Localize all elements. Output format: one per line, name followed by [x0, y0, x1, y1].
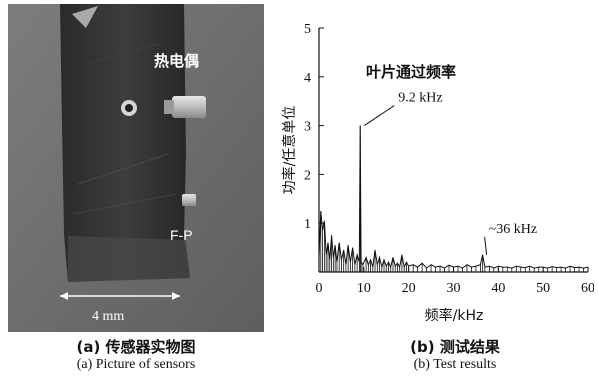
chart-series	[318, 125, 589, 272]
sensor-photo-panel: 热电偶 F-P 4 mm	[8, 4, 264, 332]
annotation-leader	[363, 105, 395, 127]
caption-a-en: (a) Picture of sensors	[76, 357, 196, 372]
blade-highlight	[72, 6, 98, 28]
thermocouple-label: 热电偶	[154, 52, 199, 70]
blade-body	[60, 4, 190, 282]
thermocouple-pin	[172, 96, 206, 118]
caption-b: (b) 测试结果 (b) Test results	[320, 338, 590, 374]
x-tick-label: 20	[402, 281, 416, 296]
chart-annotations: 9.2 kHz ~36 kHz	[363, 91, 537, 255]
blade-lower-edge	[68, 236, 190, 282]
y-tick-label: 1	[304, 217, 311, 232]
spectrum-series-line	[318, 125, 589, 270]
x-tick-label: 60	[581, 281, 594, 296]
caption-b-en: (b) Test results	[413, 357, 497, 372]
caption-b-cn: (b) 测试结果	[410, 338, 500, 356]
annotation-leader	[484, 236, 488, 255]
fp-sensor-pin	[182, 194, 196, 206]
x-tick-label: 0	[316, 281, 323, 296]
y-tick-label: 2	[304, 168, 311, 183]
chart-xlabel: 频率/kHz	[425, 307, 484, 324]
x-tick-label: 50	[536, 281, 550, 296]
caption-a: (a) 传感器实物图 (a) Picture of sensors	[8, 338, 264, 374]
chart-ylabel: 功率/任意单位	[281, 106, 298, 195]
sensor-photo: 热电偶 F-P 4 mm	[8, 4, 264, 332]
y-tick-label: 5	[304, 22, 311, 37]
annotation-label: 9.2 kHz	[398, 91, 442, 106]
annotation-label: ~36 kHz	[489, 222, 537, 237]
caption-a-cn: (a) 传感器实物图	[76, 338, 196, 356]
spectrum-chart-panel: 0 10 20 30 40 50 60 1 2 3 4 5 9.2 kHz ~36 kHz 叶片通过频率…	[276, 0, 595, 336]
y-tick-label: 4	[304, 71, 311, 86]
x-tick-label: 30	[447, 281, 461, 296]
scale-label: 4 mm	[92, 309, 124, 324]
fp-label: F-P	[170, 227, 193, 243]
y-tick-label: 3	[304, 120, 311, 135]
spectrum-chart: 0 10 20 30 40 50 60 1 2 3 4 5 9.2 kHz ~36 kHz 叶片通过频率…	[281, 22, 595, 324]
x-tick-label: 40	[491, 281, 505, 296]
chart-title: 叶片通过频率	[366, 63, 456, 81]
x-tick-label: 10	[357, 281, 371, 296]
